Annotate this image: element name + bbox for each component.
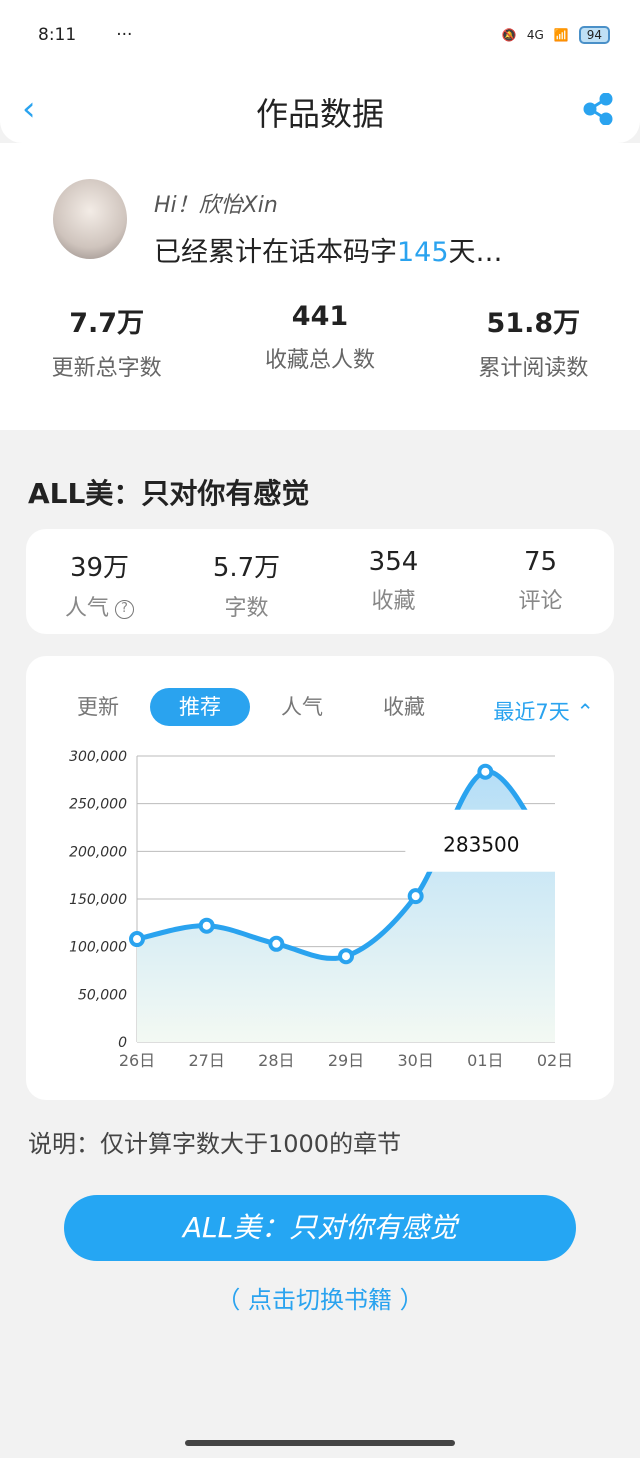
x-tick-label: 30日 (397, 1051, 433, 1070)
x-tick-label: 01日 (467, 1051, 503, 1070)
summary-stat: 7.7万更新总字数 (0, 301, 213, 382)
chevron-updown-icon: ⌃ (576, 700, 594, 724)
wifi-icon: 📶 (553, 28, 569, 42)
y-tick-label: 300,000 (69, 749, 127, 765)
tooltip (405, 809, 566, 872)
y-tick-label: 50,000 (78, 987, 127, 1003)
signal-icon: 4G (526, 28, 544, 42)
book-stat: 354 收藏 (320, 529, 467, 634)
battery-icon: 94 (578, 26, 610, 44)
home-indicator[interactable] (185, 1440, 455, 1446)
data-point (477, 763, 494, 780)
stat-value: 441 (291, 301, 349, 332)
stat-value: 39万 (69, 553, 130, 583)
time: 8:11 (38, 25, 77, 45)
book-stats-card: 39万人气? 5.7万字数 354 收藏 75 评论 (26, 529, 614, 634)
stat-label: 字数 (224, 596, 269, 621)
y-tick-label: 150,000 (69, 892, 127, 908)
days-suffix: 天… (448, 237, 503, 268)
summary-stat: 51.8万累计阅读数 (427, 301, 640, 382)
stat-value: 5.7万 (212, 553, 281, 583)
switch-book-link[interactable]: （ 点击切换书籍 ） (216, 1286, 424, 1314)
status-bar: 8:11 ··· 🔕 4G 📶 94 (38, 22, 610, 48)
days-prefix: 已经累计在话本码字 (154, 237, 397, 268)
chevron-left-icon[interactable]: ‹ (22, 89, 36, 129)
book-stat: 75 评论 (467, 529, 614, 634)
help-icon[interactable]: ? (115, 599, 134, 619)
stat-value: 75 (523, 547, 558, 577)
x-tick-label: 27日 (188, 1051, 224, 1070)
stat-label: 累计阅读数 (478, 356, 589, 381)
tab-update[interactable]: 更新 (77, 695, 119, 719)
tooltip-value: 283500 (443, 833, 519, 857)
page-title: 作品数据 (255, 95, 384, 133)
stat-label: 更新总字数 (51, 356, 162, 381)
data-point (268, 935, 285, 952)
x-tick-label: 29日 (328, 1051, 364, 1070)
more-icon: ··· (116, 25, 133, 45)
x-tick-label: 02日 (537, 1051, 573, 1070)
range-select[interactable]: 最近7天 ⌃ (493, 696, 594, 726)
data-point (338, 948, 354, 965)
share-icon[interactable] (582, 93, 614, 125)
stat-label: 收藏 (371, 589, 416, 614)
x-tick-label: 28日 (258, 1051, 294, 1070)
summary-stat: 441 收藏总人数 (213, 301, 426, 382)
days-count: 145 (397, 237, 449, 268)
mute-icon: 🔕 (501, 28, 517, 42)
data-point (407, 888, 424, 905)
stat-label: 收藏总人数 (264, 348, 375, 373)
book-stat: 39万人气? (26, 529, 173, 634)
data-point (198, 917, 215, 934)
data-point (129, 931, 145, 948)
range-label: 最近7天 (493, 700, 570, 724)
stat-label: 评论 (518, 589, 563, 614)
chart-card: 更新 推荐 人气 收藏 最近7天 ⌃ 0 50,000 100,000 150,000… (26, 656, 614, 1100)
avatar[interactable] (53, 179, 127, 259)
y-tick-label: 250,000 (69, 797, 127, 813)
tab-favorites[interactable]: 收藏 (383, 695, 425, 719)
stat-label: 人气 (64, 596, 109, 621)
stat-value: 354 (368, 547, 419, 577)
stat-value: 7.7万 (69, 308, 145, 339)
line-chart: 0 50,000 100,000 150,000 200,000 250,000 300,0… (69, 749, 573, 1070)
note: 说明：仅计算字数大于1000的章节 (28, 1130, 402, 1158)
tab-popularity[interactable]: 人气 (281, 695, 323, 719)
y-tick-label: 200,000 (69, 844, 127, 860)
greeting: Hi！欣怡Xin (154, 193, 278, 218)
x-tick-label: 26日 (119, 1051, 155, 1070)
writing-days: 已经累计在话本码字145天… (154, 230, 503, 269)
book-stat: 5.7万字数 (173, 529, 320, 634)
y-tick-label: 0 (118, 1035, 127, 1051)
tab-recommend[interactable]: 推荐 (150, 688, 250, 726)
stat-value: 51.8万 (486, 308, 581, 339)
y-tick-label: 100,000 (69, 940, 127, 956)
top-bar: 8:11 ··· 🔕 4G 📶 94 ‹ 作品数据 (0, 0, 640, 143)
book-button[interactable]: ALL美：只对你有感觉 (64, 1195, 576, 1261)
book-title: ALL美：只对你有感觉 (28, 477, 310, 510)
user-panel: Hi！欣怡Xin 已经累计在话本码字145天… 7.7万更新总字数 441 收藏总… (0, 143, 640, 430)
